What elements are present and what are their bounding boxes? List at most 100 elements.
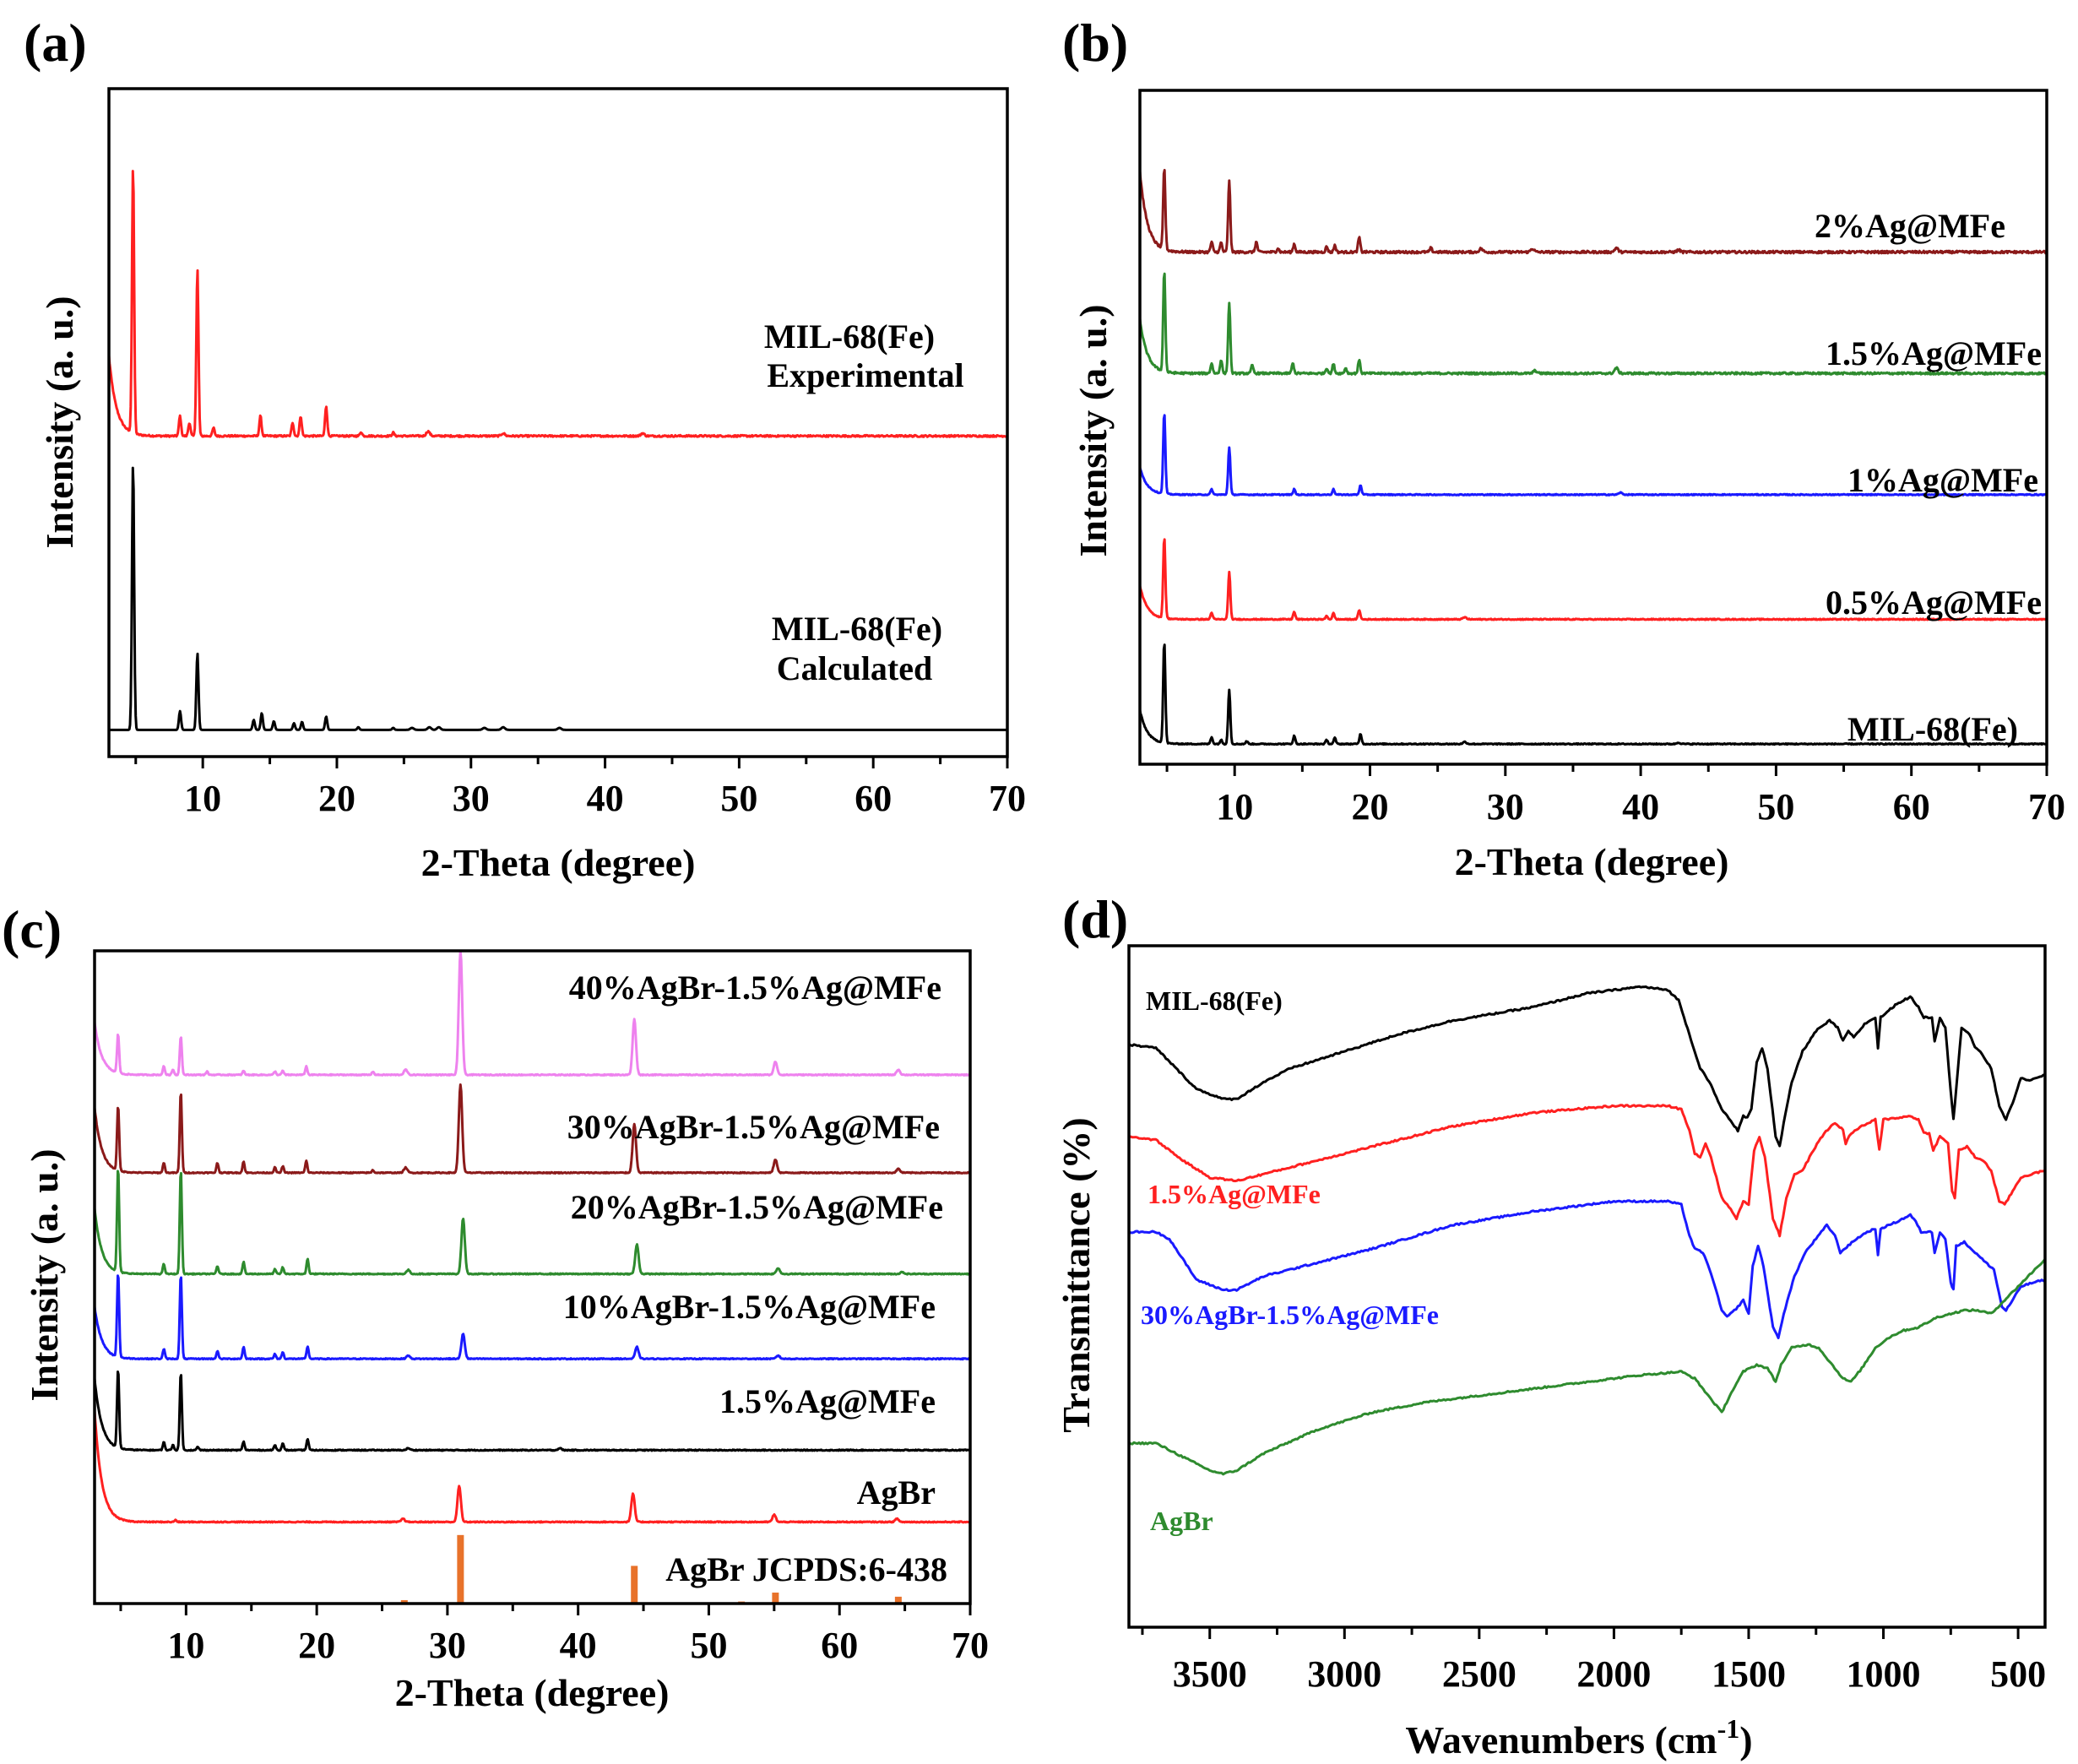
panel-a-x-ticks — [134, 757, 1009, 768]
x-tick-label: 10 — [167, 1625, 204, 1666]
series-trace-mil-68-fe-experimental — [109, 170, 1007, 438]
reference-line — [457, 1534, 464, 1604]
panel-c-x-tick-labels: 10 20 30 40 50 60 70 — [167, 1625, 989, 1666]
series-trace-30-agbr-1-5-ag-mfe — [95, 1083, 970, 1175]
panel-b-x-ticks — [1165, 764, 2048, 776]
series-trace-1-ag-mfe — [1140, 414, 2047, 497]
panel-c-x-ticks — [119, 1604, 972, 1615]
x-tick-label: 50 — [690, 1625, 727, 1666]
panel-c-x-axis-title: 2-Theta (degree) — [395, 1671, 670, 1714]
panel-c-trace-group — [95, 949, 970, 1524]
panel-d-x-tick-labels: 3500 3000 2500 2000 1500 1000 500 — [1173, 1653, 2046, 1695]
panel-b-trace-group — [1140, 169, 2047, 746]
panel-a-label-experimental-2: Experimental — [767, 356, 963, 394]
x-tick-label: 40 — [587, 778, 624, 819]
panel-d-trace-group — [1129, 985, 2045, 1476]
panel-c-y-axis-title: Intensity (a. u.) — [23, 1148, 66, 1401]
panel-d-x-axis-title-main: Wavenumbers (cm — [1405, 1718, 1717, 1761]
series-trace-0-5-ag-mfe — [1140, 538, 2047, 621]
panel-a-x-tick-labels: 10 20 30 40 50 60 70 — [184, 778, 1026, 819]
reference-line — [631, 1566, 638, 1604]
panel-c-letter: (c) — [2, 899, 62, 959]
panel-b-label-mil68: MIL-68(Fe) — [1847, 710, 2018, 748]
panel-d-x-ticks — [1141, 1627, 2020, 1639]
reference-line — [400, 1599, 408, 1604]
series-trace-1-5-ag-mfe — [95, 1370, 970, 1452]
panel-d-x-axis-title-sup: -1 — [1717, 1713, 1740, 1744]
x-tick-label: 10 — [184, 778, 221, 819]
panel-d-label-agbr: AgBr — [1150, 1506, 1213, 1536]
panel-a-letter: (a) — [24, 13, 87, 73]
panel-c-label-agbr: AgBr — [857, 1474, 936, 1512]
panel-b-letter: (b) — [1062, 13, 1128, 73]
series-trace-1-5-ag-mfe — [1140, 272, 2047, 376]
x-tick-label: 60 — [1893, 786, 1930, 828]
x-tick-label: 70 — [952, 1625, 989, 1666]
x-tick-label: 50 — [720, 778, 757, 819]
panel-d-frame — [1127, 944, 2047, 1629]
x-tick-label: 2500 — [1442, 1653, 1516, 1695]
x-tick-label: 30 — [429, 1625, 466, 1666]
panel-b: (b) 10 20 30 40 50 60 70 2%Ag@MFe 1.5%Ag@MFe 1… — [1062, 13, 2065, 883]
panel-b-frame — [1138, 89, 2048, 766]
panel-c-label-20pct: 20%AgBr-1.5%Ag@MFe — [571, 1188, 943, 1226]
panel-c-label-10pct: 10%AgBr-1.5%Ag@MFe — [563, 1288, 936, 1326]
panel-a-x-axis-title: 2-Theta (degree) — [421, 841, 696, 884]
x-tick-label: 1000 — [1847, 1653, 1921, 1695]
series-trace-1-5-ag-mfe — [1129, 1104, 2045, 1238]
panel-b-traces — [1140, 169, 2047, 746]
x-tick-label: 70 — [2028, 786, 2065, 828]
panel-c-label-40pct: 40%AgBr-1.5%Ag@MFe — [569, 969, 941, 1007]
panel-a-label-calculated-1: MIL-68(Fe) — [772, 610, 942, 648]
panel-b-label-0-5pct: 0.5%Ag@MFe — [1826, 583, 2042, 621]
reference-line — [894, 1596, 902, 1604]
x-tick-label: 3000 — [1307, 1653, 1381, 1695]
x-tick-label: 20 — [1352, 786, 1389, 828]
x-tick-label: 40 — [1622, 786, 1659, 828]
x-tick-label: 40 — [560, 1625, 597, 1666]
x-tick-label: 20 — [318, 778, 355, 819]
panel-a-trace-group — [109, 170, 1007, 731]
panel-c: (c) 10 20 30 40 50 60 70 40%AgBr-1.5%Ag@MFe 30… — [2, 899, 989, 1714]
panel-d-x-axis-title: Wavenumbers (cm-1) — [1405, 1713, 1752, 1761]
panel-d-label-30pct: 30%AgBr-1.5%Ag@MFe — [1141, 1300, 1439, 1330]
series-trace-mil-68-fe- — [1140, 643, 2047, 746]
panel-d: (d) 3500 3000 2500 2000 1500 1000 500 MIL-68(F… — [1055, 889, 2047, 1761]
panel-b-label-1-5pct: 1.5%Ag@MFe — [1826, 334, 2042, 372]
series-trace-agbr — [1129, 1258, 2045, 1476]
panel-a-label-experimental-1: MIL-68(Fe) — [764, 318, 935, 356]
panel-b-y-axis-title: Intensity (a. u.) — [1072, 304, 1115, 556]
series-trace-10-agbr-1-5-ag-mfe — [95, 1274, 970, 1361]
panel-b-label-2pct: 2%Ag@MFe — [1815, 207, 2005, 245]
panel-a: (a) 10 20 30 40 50 60 70 MIL-68(Fe) Experiment… — [24, 13, 1026, 884]
series-trace-mil-68-fe-calculated — [109, 466, 1007, 731]
panel-b-x-axis-title: 2-Theta (degree) — [1455, 840, 1729, 883]
panel-a-label-calculated-2: Calculated — [777, 649, 932, 687]
panel-a-frame — [107, 87, 1009, 758]
x-tick-label: 70 — [989, 778, 1026, 819]
x-tick-label: 2000 — [1576, 1653, 1651, 1695]
panel-b-label-1pct: 1%Ag@MFe — [1847, 461, 2038, 499]
series-trace-agbr — [95, 1411, 970, 1524]
x-tick-label: 20 — [298, 1625, 335, 1666]
x-tick-label: 60 — [821, 1625, 858, 1666]
x-tick-label: 50 — [1757, 786, 1794, 828]
panel-c-label-jcpds: AgBr JCPDS:6-438 — [665, 1550, 947, 1588]
x-tick-label: 30 — [453, 778, 490, 819]
panel-a-y-axis-title: Intensity (a. u.) — [38, 296, 81, 548]
series-trace-2-ag-mfe — [1140, 169, 2047, 255]
panel-d-letter: (d) — [1062, 889, 1128, 949]
x-tick-label: 60 — [855, 778, 892, 819]
series-trace-30-agbr-1-5-ag-mfe — [1129, 1199, 2045, 1339]
panel-c-label-30pct: 30%AgBr-1.5%Ag@MFe — [567, 1108, 940, 1146]
panel-d-label-mil68: MIL-68(Fe) — [1146, 985, 1283, 1016]
panel-c-frame — [93, 949, 972, 1605]
x-tick-label: 3500 — [1173, 1653, 1247, 1695]
panel-d-label-1-5pct: 1.5%Ag@MFe — [1148, 1179, 1321, 1209]
x-tick-label: 30 — [1487, 786, 1524, 828]
panel-c-traces — [95, 949, 970, 1524]
x-tick-label: 1500 — [1712, 1653, 1786, 1695]
series-trace-20-agbr-1-5-ag-mfe — [95, 1170, 970, 1276]
series-trace-40-agbr-1-5-ag-mfe — [95, 949, 970, 1077]
panel-d-traces — [1129, 985, 2045, 1476]
